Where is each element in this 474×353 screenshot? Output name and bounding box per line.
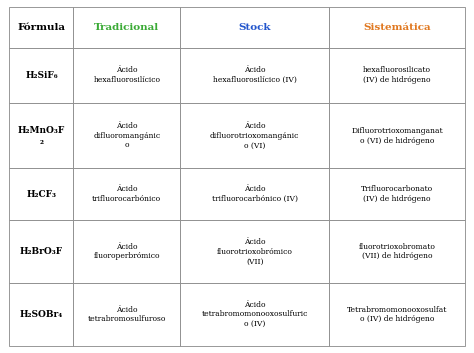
Bar <box>180 168 329 220</box>
Bar <box>329 220 465 283</box>
Text: Ácido
difluorotrioxomangánic
o (VI): Ácido difluorotrioxomangánic o (VI) <box>210 122 300 149</box>
Bar <box>180 103 329 168</box>
Text: Ácido
trifluorocarbónico (IV): Ácido trifluorocarbónico (IV) <box>212 185 298 203</box>
Bar <box>329 103 465 168</box>
Text: H₂SOBr₄: H₂SOBr₄ <box>20 310 63 319</box>
Bar <box>73 48 180 103</box>
Text: H₂SiF₆: H₂SiF₆ <box>25 71 58 80</box>
Text: Stock: Stock <box>238 23 271 32</box>
Text: Ácido
hexafluorosilícico (IV): Ácido hexafluorosilícico (IV) <box>213 66 297 84</box>
Bar <box>180 220 329 283</box>
Bar <box>180 48 329 103</box>
Bar <box>180 7 329 48</box>
Text: H₂BrO₃F: H₂BrO₃F <box>20 247 63 256</box>
Text: Ácido
difluoromangánic
o: Ácido difluoromangánic o <box>93 122 160 149</box>
Bar <box>329 7 465 48</box>
Bar <box>73 220 180 283</box>
Bar <box>73 168 180 220</box>
Bar <box>9 48 73 103</box>
Text: H₂MnO₃F
₂: H₂MnO₃F ₂ <box>18 126 65 146</box>
Bar <box>329 168 465 220</box>
Bar <box>9 103 73 168</box>
Bar <box>329 283 465 346</box>
Text: Ácido
tetrabromosulfuroso: Ácido tetrabromosulfuroso <box>88 306 166 323</box>
Text: Ácido
hexafluorosilícico: Ácido hexafluorosilícico <box>93 66 160 84</box>
Text: Sistemática: Sistemática <box>363 23 431 32</box>
Bar <box>180 283 329 346</box>
Bar <box>9 283 73 346</box>
Bar <box>329 48 465 103</box>
Text: Tetrabromomonooxosulfat
o (IV) de hidrógeno: Tetrabromomonooxosulfat o (IV) de hidróg… <box>347 306 447 323</box>
Text: Trifluorocarbonato
(IV) de hidrógeno: Trifluorocarbonato (IV) de hidrógeno <box>361 185 433 203</box>
Text: Ácido
fluoroperbrómico: Ácido fluoroperbrómico <box>93 243 160 261</box>
Bar <box>73 103 180 168</box>
Text: Fórmula: Fórmula <box>18 23 65 32</box>
Text: Ácido
tetrabromomonooxosulfuric
o (IV): Ácido tetrabromomonooxosulfuric o (IV) <box>201 301 308 328</box>
Bar <box>9 220 73 283</box>
Text: fluorotrioxobromato
(VII) de hidrógeno: fluorotrioxobromato (VII) de hidrógeno <box>358 243 436 261</box>
Text: hexafluorosilicato
(IV) de hidrógeno: hexafluorosilicato (IV) de hidrógeno <box>363 66 431 84</box>
Text: Ácido
fluorotrioxobrómico
(VII): Ácido fluorotrioxobrómico (VII) <box>217 238 293 265</box>
Text: Tradicional: Tradicional <box>94 23 159 32</box>
Bar <box>73 283 180 346</box>
Bar <box>9 168 73 220</box>
Text: H₂CF₃: H₂CF₃ <box>27 190 56 199</box>
Text: Ácido
trifluorocarbónico: Ácido trifluorocarbónico <box>92 185 161 203</box>
Bar <box>73 7 180 48</box>
Text: Difluorotrioxomanganat
o (VI) de hidrógeno: Difluorotrioxomanganat o (VI) de hidróge… <box>351 127 443 145</box>
Bar <box>9 7 73 48</box>
